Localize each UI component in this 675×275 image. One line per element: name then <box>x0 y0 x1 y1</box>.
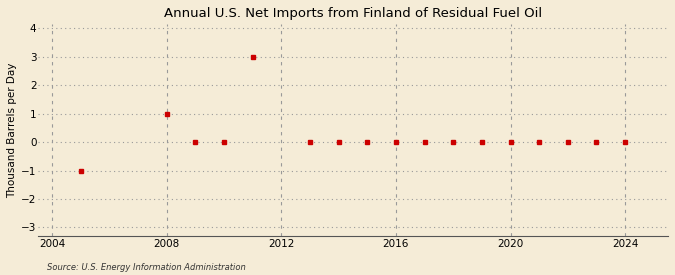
Y-axis label: Thousand Barrels per Day: Thousand Barrels per Day <box>7 62 17 198</box>
Text: Source: U.S. Energy Information Administration: Source: U.S. Energy Information Administ… <box>47 263 246 272</box>
Title: Annual U.S. Net Imports from Finland of Residual Fuel Oil: Annual U.S. Net Imports from Finland of … <box>164 7 542 20</box>
